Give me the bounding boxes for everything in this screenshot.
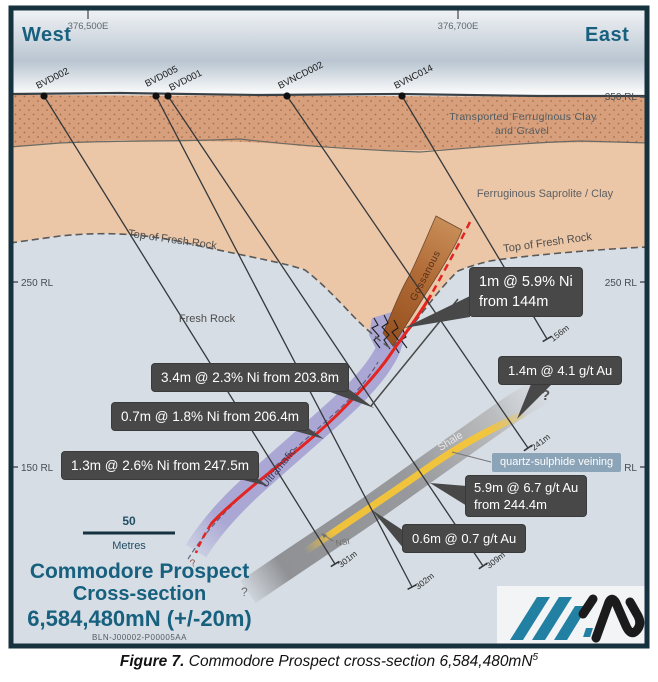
top-of-fresh-rock-line (13, 232, 646, 349)
gold-vein-band (304, 410, 526, 554)
callout-leader (372, 510, 404, 549)
title-line-2: Cross-section (72, 583, 207, 605)
callout-line: 5.9m @ 6.7 g/t Au (474, 480, 579, 495)
saprolite-layer (13, 95, 646, 348)
east-label: East (585, 24, 630, 46)
collar-dot (152, 92, 160, 100)
contact-red-dashed-lower (194, 523, 213, 554)
transported-label-2: and Gravel (495, 125, 549, 137)
ground-surface-line (13, 91, 646, 98)
nsi-label: NSI (335, 536, 350, 548)
transported-base-line (13, 138, 646, 153)
contact-red-solid (209, 294, 433, 526)
nsi-arrowhead (321, 533, 327, 538)
drillhole-trace (167, 95, 484, 567)
rl-150-left: 150 RL (21, 463, 54, 474)
contact-red-dashed-upper (429, 221, 472, 296)
caption-label: Figure 7. (119, 653, 185, 671)
rl-250-left: 250 RL (21, 278, 54, 289)
west-label: West (22, 24, 72, 46)
plan-reference: BLN-J00002-P00005AA (92, 633, 187, 642)
scale-bar-units: Metres (112, 540, 146, 552)
easting-label-right: 376,700E (438, 21, 479, 32)
callout-ni-2475: 1.3m @ 2.6% Ni from 247.5m (62, 452, 259, 479)
collar-dot (40, 92, 48, 100)
end-of-hole-ticks (330, 335, 552, 591)
quartz-veining-label: quartz-sulphide veining (492, 453, 622, 472)
collar-dot (398, 92, 406, 100)
title-line-3: 6,584,480mN (+/-20m) (27, 606, 252, 631)
question-mark-shale-lower: ? (241, 585, 248, 599)
rl-150-right: 150 RL (605, 463, 638, 474)
fresh-rock-label: Fresh Rock (179, 313, 236, 325)
callout-au-06: 0.6m @ 0.7 g/t Au (403, 525, 526, 552)
callout-ni-144: 1m @ 5.9% Ni from 144m (470, 268, 582, 316)
drillhole-collars (40, 92, 406, 100)
collar-dot (164, 92, 172, 100)
transported-label-1: Transported Ferruginous Clay (449, 111, 597, 123)
callout-leader (430, 483, 467, 506)
callout-au-14: 1.4m @ 4.1 g/t Au (499, 357, 622, 384)
callout-ni-2038: 3.4m @ 2.3% Ni from 203.8m (152, 364, 349, 391)
drillhole-trace (43, 95, 336, 565)
rl-250-right: 250 RL (605, 278, 638, 289)
caption-footnote: 5 (532, 652, 539, 663)
callout-ni-2064: 0.7m @ 1.8% Ni from 206.4m (112, 403, 309, 430)
rl-350-right: 350 RL (605, 92, 638, 103)
callout-leader (517, 384, 552, 419)
title-line-1: Commodore Prospect (29, 560, 250, 583)
company-logo (497, 586, 646, 645)
figure-caption: Figure 7. Commodore Prospect cross-secti… (0, 652, 658, 671)
saprolite-label: Ferruginous Saprolite / Clay (477, 188, 614, 200)
ultramafic-lower-edge (187, 361, 379, 560)
callout-line: 1m @ 5.9% Ni (479, 274, 573, 290)
question-mark-shale-upper: ? (541, 387, 550, 404)
callout-line: from 144m (479, 294, 549, 310)
callout-line: from 244.4m (474, 497, 547, 512)
collar-dot (283, 92, 291, 100)
caption-text: Commodore Prospect cross-section 6,584,4… (184, 653, 533, 671)
scale-bar-value: 50 (122, 514, 136, 528)
title-block: Commodore Prospect Cross-section 6,584,4… (12, 560, 267, 642)
transported-dots (13, 95, 646, 151)
drillhole-trace (286, 95, 529, 449)
map-frame-border (8, 5, 650, 649)
easting-label-left: 376,500E (68, 21, 109, 32)
question-mark-ultramafic: ? (189, 558, 198, 570)
callout-au-2444: 5.9m @ 6.7 g/t Au from 244.4m (466, 476, 587, 516)
drillhole-trace (155, 95, 413, 588)
